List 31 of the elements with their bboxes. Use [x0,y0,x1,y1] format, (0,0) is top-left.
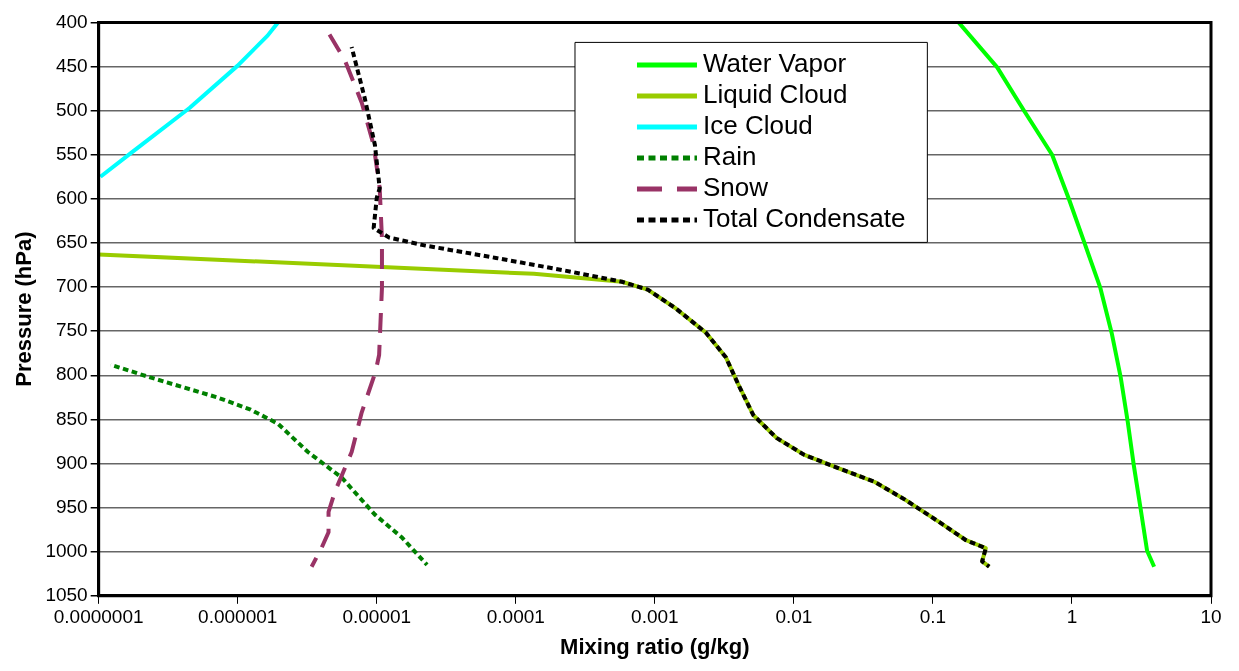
x-tick-label: 0.001 [631,606,679,628]
y-tick-label: 850 [55,407,88,429]
y-tick-label: 1000 [45,539,88,561]
y-tick-label: 600 [55,187,88,209]
x-tick-label: 0.1 [919,606,947,628]
y-tick-label: 500 [55,98,88,120]
x-tick-label: 0.00001 [342,606,412,628]
legend-label: Ice Cloud [702,110,813,141]
x-tick-label: 0.000001 [198,606,278,628]
y-tick-label: 700 [55,275,88,297]
y-tick-label: 650 [55,231,88,253]
x-axis-title: Mixing ratio (g/kg) [560,633,750,659]
y-tick-label: 800 [55,363,88,385]
y-tick-label: 900 [55,451,88,473]
x-tick-label: 1 [1066,606,1078,628]
y-tick-label: 400 [55,10,88,32]
y-tick-label: 750 [55,319,88,341]
x-tick-label: 0.0001 [486,606,545,628]
legend-label: Liquid Cloud [702,79,848,110]
legend-label: Total Condensate [702,203,906,234]
x-tick-label: 10 [1200,606,1222,628]
y-tick-label: 550 [55,142,88,164]
legend-label: Snow [702,172,769,203]
y-axis-title: Pressure (hPa) [11,231,37,387]
y-tick-label: 450 [55,54,88,76]
legend-label: Rain [702,141,757,172]
legend-label: Water Vapor [702,48,847,79]
x-tick-label: 0.01 [775,606,813,628]
y-tick-label: 1050 [45,584,88,606]
x-tick-label: 0.0000001 [53,606,144,628]
y-tick-label: 950 [55,495,88,517]
